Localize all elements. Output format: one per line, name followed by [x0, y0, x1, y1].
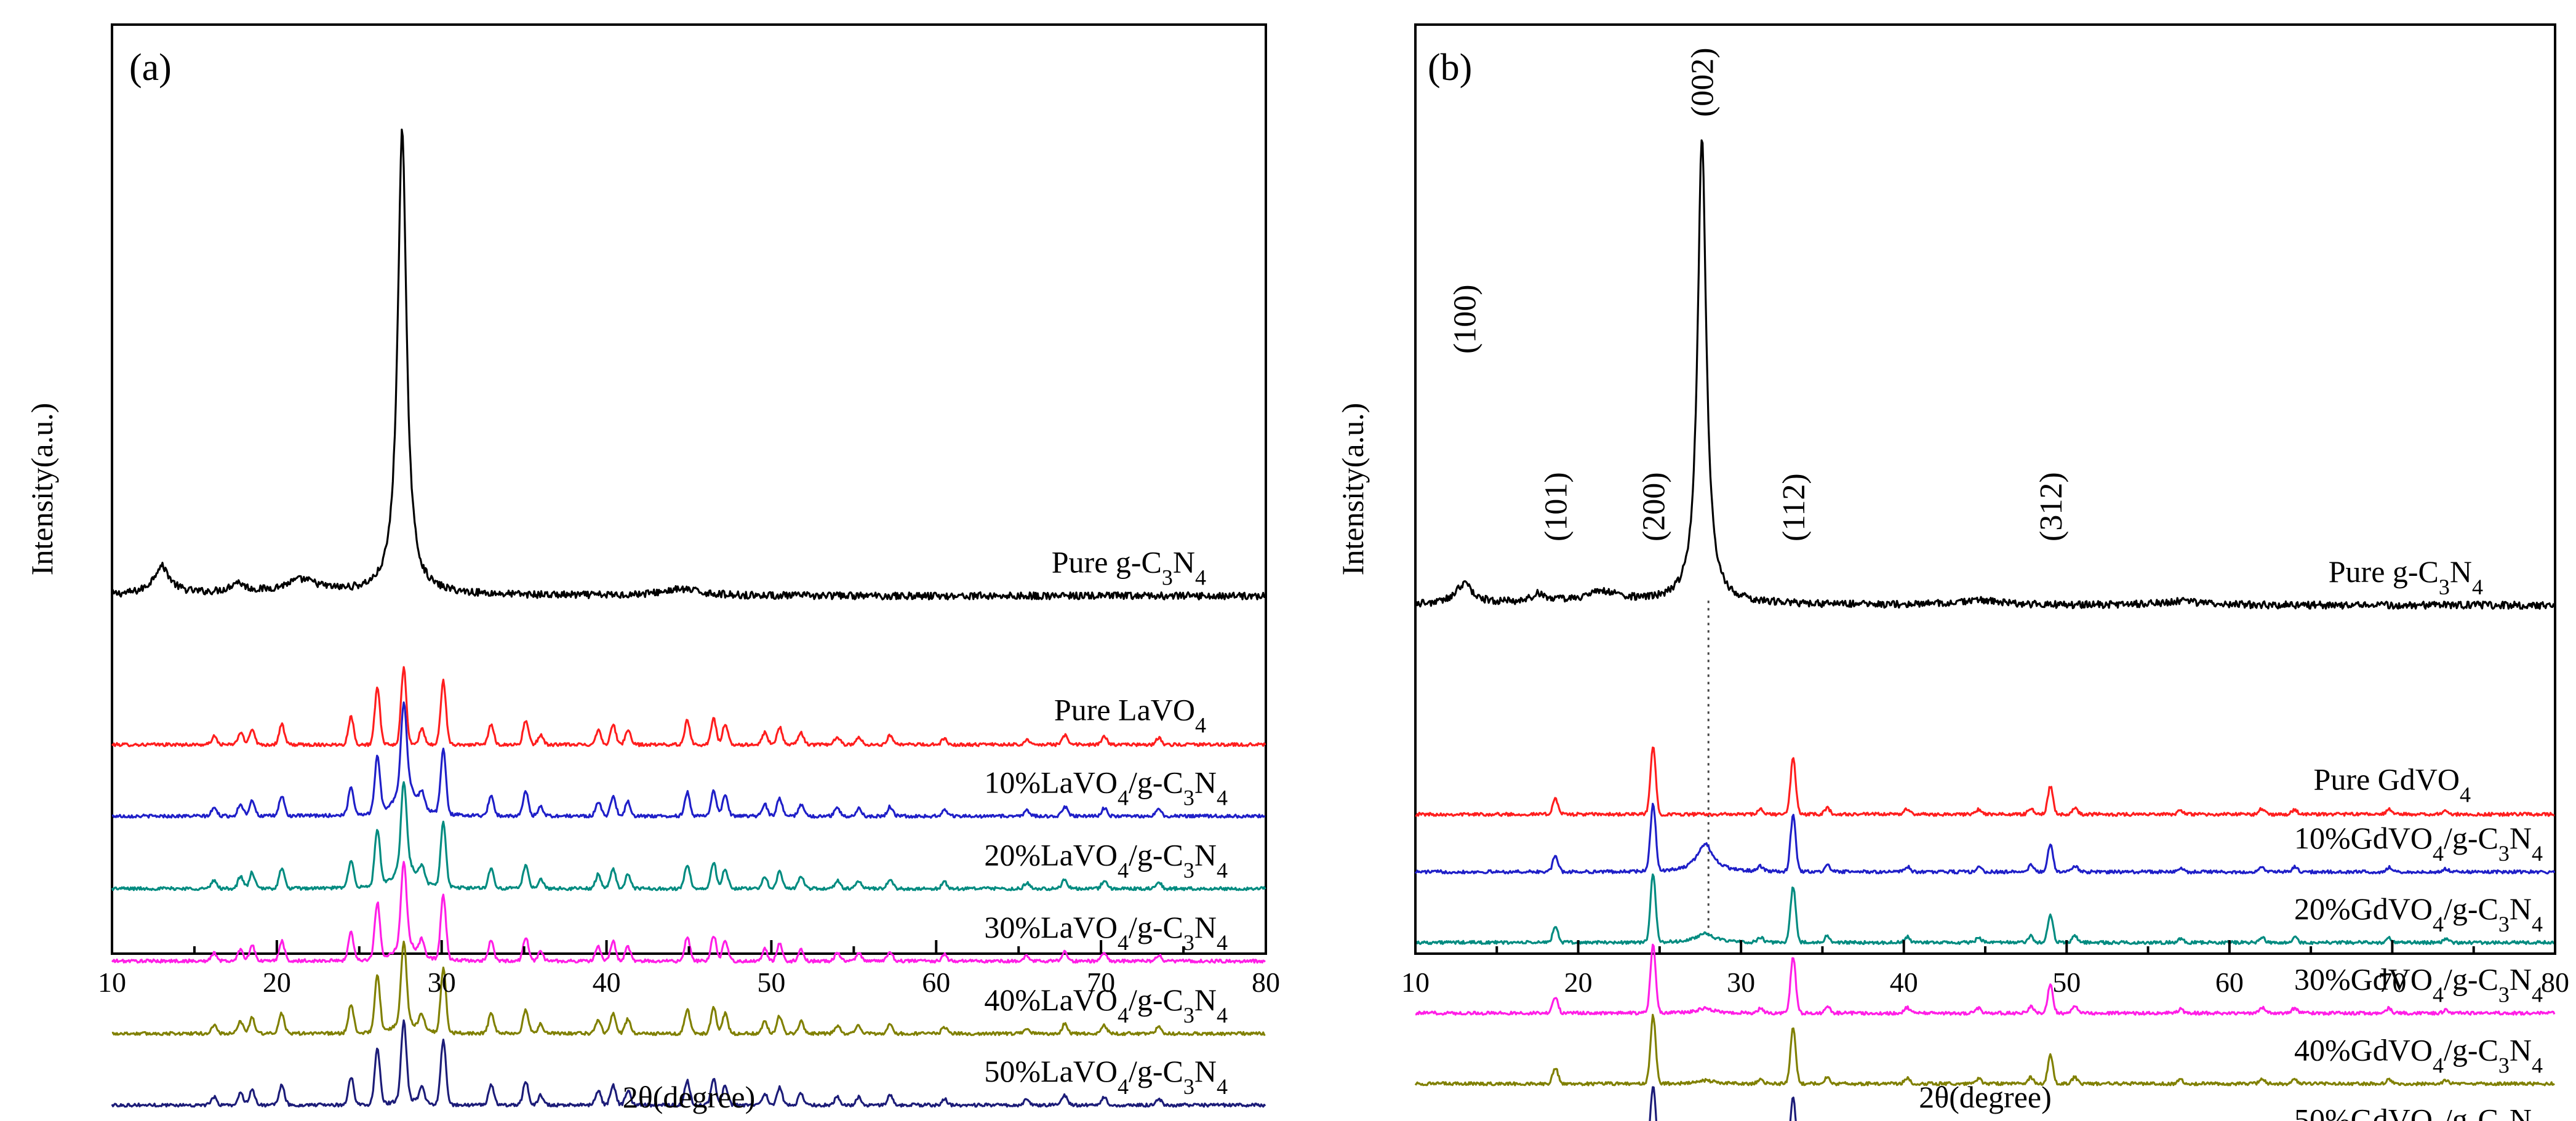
series-line	[1414, 1013, 2555, 1087]
panel-b-x-ticks: 10 20 30 40 50 60 70 80	[1401, 940, 2569, 998]
panel-a: (a) 10 20 30 40 50 60 70 80 Pure g-C3N4 Pure LaV…	[25, 23, 1280, 1114]
panel-b-x-axis-label: 2θ(degree)	[1919, 1080, 2051, 1114]
panel-a-traces	[111, 129, 1266, 1108]
x-tick-label: 80	[2541, 967, 2569, 998]
x-tick-label: 70	[2378, 967, 2406, 998]
x-tick-label: 10	[1401, 967, 1430, 998]
series-label: 30%LaVO4/g-C3N4	[984, 910, 1228, 955]
series-line	[111, 781, 1266, 892]
x-tick-label: 30	[428, 967, 456, 998]
series-line	[1414, 802, 2556, 875]
series-label: 20%GdVO4/g-C3N4	[2294, 892, 2543, 936]
panel-b-traces	[1414, 139, 2556, 1121]
series-label: 20%LaVO4/g-C3N4	[984, 837, 1228, 882]
series-line	[111, 701, 1266, 819]
x-tick-label: 30	[1727, 967, 1755, 998]
panel-b: (b) 10 20 30 40 50 60 70 80 Pure g-C3N4 Pure GdV…	[1335, 23, 2569, 1121]
panel-a-series-labels: Pure g-C3N4 Pure LaVO4 10%LaVO4/g-C3N4 20%L…	[984, 545, 1228, 1099]
x-tick-label: 70	[1087, 967, 1115, 998]
x-tick-label: 50	[2052, 967, 2081, 998]
series-line	[1414, 873, 2555, 946]
miller-index-label: (112)	[1777, 473, 1812, 541]
x-tick-label: 40	[1890, 967, 1918, 998]
series-line	[111, 940, 1266, 1036]
panel-b-series-labels: Pure g-C3N4 Pure GdVO4 10%GdVO4/g-C3N4 20%G…	[2294, 554, 2543, 1121]
series-label: Pure g-C3N4	[2329, 554, 2483, 599]
miller-index-label: (200)	[1636, 472, 1671, 541]
panel-b-y-axis-label: Intensity(a.u.)	[1335, 403, 1370, 575]
x-tick-label: 80	[1252, 967, 1280, 998]
x-tick-label: 10	[98, 967, 126, 998]
series-label: Pure LaVO4	[1054, 692, 1206, 737]
series-line	[1414, 139, 2556, 610]
x-tick-label: 60	[922, 967, 950, 998]
x-tick-label: 20	[263, 967, 291, 998]
x-tick-label: 20	[1564, 967, 1593, 998]
series-label: 40%LaVO4/g-C3N4	[984, 983, 1228, 1027]
x-tick-label: 60	[2215, 967, 2244, 998]
x-tick-label: 50	[757, 967, 785, 998]
panel-a-y-axis-label: Intensity(a.u.)	[25, 403, 59, 575]
series-line	[111, 129, 1266, 600]
miller-index-label: (100)	[1447, 284, 1482, 354]
panel-a-x-axis-label: 2θ(degree)	[623, 1080, 755, 1114]
panel-a-label: (a)	[129, 47, 172, 89]
series-line	[1415, 746, 2555, 817]
series-line	[1415, 943, 2556, 1016]
series-line	[111, 1019, 1266, 1108]
series-label: 30%GdVO4/g-C3N4	[2294, 962, 2543, 1007]
panel-b-miller-index-labels: (100) (002) (101) (200) (112) (312)	[1447, 47, 2068, 541]
series-label: 10%GdVO4/g-C3N4	[2294, 821, 2543, 866]
miller-index-label: (002)	[1686, 47, 1721, 117]
series-label: 50%LaVO4/g-C3N4	[984, 1054, 1228, 1099]
series-line	[111, 666, 1266, 748]
series-line	[111, 861, 1266, 964]
series-label: Pure g-C3N4	[1052, 545, 1206, 590]
series-label: 40%GdVO4/g-C3N4	[2294, 1032, 2543, 1077]
series-label: 50%GdVO4/g-C3N4	[2294, 1103, 2543, 1121]
series-label: Pure GdVO4	[2314, 762, 2471, 807]
series-label: 10%LaVO4/g-C3N4	[984, 765, 1228, 810]
panel-b-label: (b)	[1428, 47, 1472, 89]
miller-index-label: (101)	[1539, 472, 1574, 541]
miller-index-label: (312)	[2034, 472, 2069, 541]
panel-a-x-ticks: 10 20 30 40 50 60 70 80	[98, 940, 1280, 998]
x-tick-label: 40	[593, 967, 621, 998]
